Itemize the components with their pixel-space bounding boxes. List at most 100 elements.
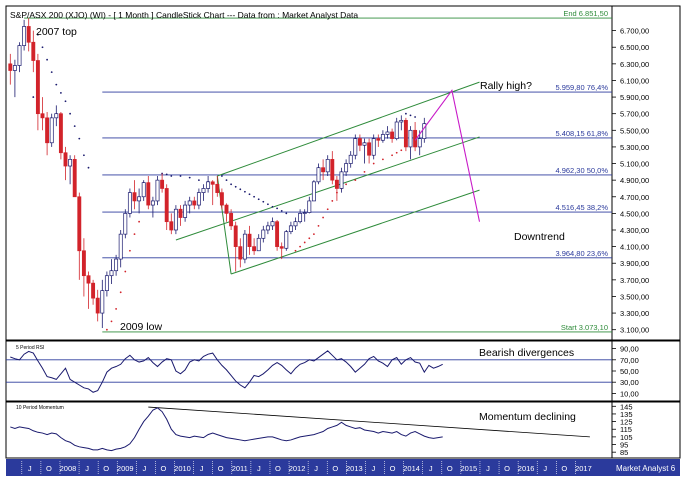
time-tick-label: J (429, 464, 433, 473)
candle-body (63, 152, 68, 167)
price-axis-area (611, 5, 681, 341)
price-axis-ticks: 3.100,00 3.300,00 3.500,00 3.700,00 3.900,00… (612, 27, 649, 335)
time-tick-label: J (257, 464, 261, 473)
candle-body (284, 231, 289, 249)
sar-dot (239, 188, 242, 191)
momentum-panel-title: 10 Period Momentum (16, 405, 64, 411)
sar-dot (303, 241, 306, 244)
sar-dot (395, 151, 398, 154)
sar-dot (110, 320, 113, 323)
time-tick-label: J (28, 464, 32, 473)
candle-body (183, 204, 188, 218)
sar-dot (87, 166, 90, 169)
candle-body (325, 159, 330, 173)
time-tick-label: O (390, 464, 396, 473)
candle-body (45, 117, 50, 144)
rsi-tick-label: 50,00 (620, 367, 639, 376)
price-tick-label: 3.900,00 (620, 259, 649, 268)
time-tick-label: 2017 (575, 464, 592, 473)
sar-dot (73, 125, 76, 128)
sar-dot (188, 176, 191, 179)
candle-body (279, 246, 284, 249)
candle-body (422, 123, 427, 139)
candle-body (91, 282, 96, 299)
candle-body (146, 182, 151, 206)
candle-body (114, 258, 119, 272)
candle-body (40, 113, 45, 119)
momentum-trendline (148, 406, 590, 438)
momentum-tick-label: 105 (620, 433, 633, 442)
candle-body (275, 221, 280, 247)
fib-label: 3.964,80 23,6% (555, 249, 608, 258)
candle-body (417, 138, 422, 148)
candle-body (376, 138, 381, 141)
candle-body (187, 200, 192, 206)
sar-dot (179, 175, 182, 177)
price-tick-label: 3.300,00 (620, 309, 649, 318)
sar-dot (64, 100, 67, 103)
time-tick-label: J (200, 464, 204, 473)
candle-body (169, 221, 174, 231)
sar-dot (317, 224, 320, 227)
candle-body (104, 275, 109, 291)
candle-body (31, 41, 36, 61)
parabolic-sar-dots (32, 33, 416, 331)
annotation-momentum-declining: Momentum declining (479, 411, 576, 423)
time-tick-label: O (46, 464, 52, 473)
sar-dot (414, 116, 416, 118)
candle-body (265, 225, 270, 231)
candle-body (311, 181, 316, 202)
time-tick-label: O (218, 464, 224, 473)
time-tick-label: O (103, 464, 109, 473)
time-tick-label: O (275, 464, 281, 473)
candle-body (26, 26, 31, 43)
price-tick-label: 3.500,00 (620, 292, 649, 301)
time-tick-label: O (504, 464, 510, 473)
sar-dot (253, 195, 256, 198)
candle-body (270, 221, 275, 227)
sar-dot (294, 249, 297, 252)
momentum-tick-label: 95 (620, 441, 628, 450)
time-tick-label: 2010 (174, 464, 191, 473)
rsi-panel (5, 340, 613, 402)
price-tick-label: 5.900,00 (620, 93, 649, 102)
candle-body (35, 60, 40, 115)
candle-body (132, 192, 137, 202)
sar-dot (221, 175, 223, 177)
candle-body (380, 134, 385, 141)
candlesticks (8, 18, 427, 329)
time-tick-label: O (561, 464, 567, 473)
rsi-tick-label: 30,00 (620, 378, 639, 387)
price-tick-label: 3.700,00 (620, 276, 649, 285)
candle-body (150, 200, 155, 206)
candle-body (17, 45, 22, 66)
rsi-tick-label: 10,00 (620, 389, 639, 398)
candle-body (86, 275, 91, 284)
candle-body (196, 192, 201, 206)
candle-body (77, 196, 82, 252)
candle-body (12, 65, 17, 71)
sar-dot (83, 154, 85, 157)
momentum-tick-label: 115 (620, 425, 632, 434)
candle-body (123, 213, 128, 235)
candle-body (394, 121, 399, 139)
candle-body (385, 131, 390, 135)
price-tick-label: 4.700,00 (620, 193, 649, 202)
candle-body (357, 138, 362, 146)
time-tick-label: O (447, 464, 453, 473)
annotation-2007-top: 2007 top (36, 26, 77, 38)
candle-body (371, 138, 376, 156)
candle-body (334, 179, 339, 189)
momentum-tick-label: 125 (620, 418, 633, 427)
sar-dot (382, 158, 384, 161)
candle-body (302, 212, 307, 214)
sar-dot (106, 328, 108, 331)
candle-body (118, 233, 123, 260)
sar-dot (322, 216, 324, 219)
time-tick-label: 2009 (117, 464, 134, 473)
sar-dot (262, 200, 265, 203)
candle-body (192, 200, 197, 206)
time-axis-labels: J O 2008 J O 2009 J O 2010 J O 2011 J O 2012 J O 2013 J O 20… (21, 461, 592, 475)
